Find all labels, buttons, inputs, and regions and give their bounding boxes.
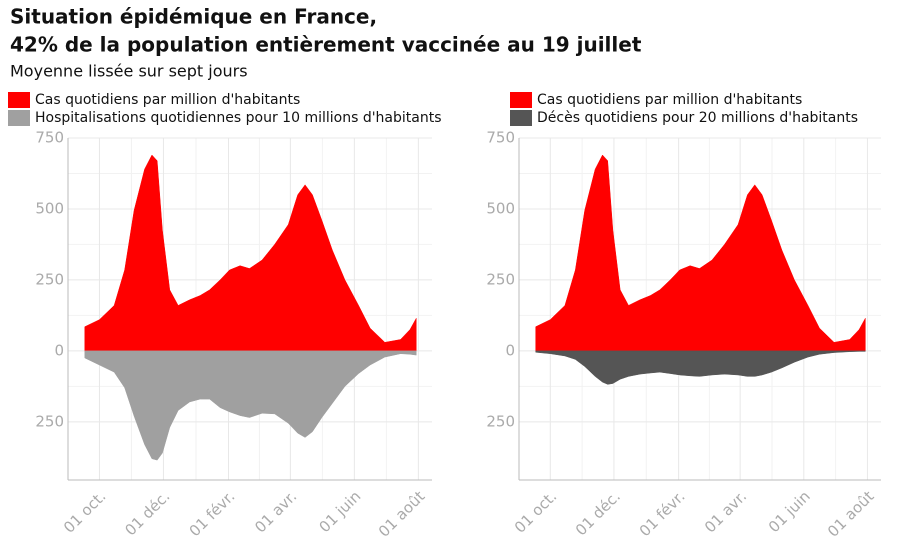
- area: [535, 154, 866, 352]
- y-tick-label: 500: [486, 199, 515, 217]
- title: 42% de la population entièrement vacciné…: [10, 33, 642, 57]
- legend-label: Décès quotidiens pour 20 millions d'habi…: [537, 110, 858, 126]
- x-tick-label: 01 avr.: [701, 487, 750, 536]
- legend-swatch: [510, 92, 532, 108]
- x-tick-label: 01 déc.: [121, 487, 173, 539]
- legend-label: Hospitalisations quotidiennes pour 10 mi…: [35, 110, 442, 126]
- y-tick-label: 250: [35, 412, 64, 430]
- subtitle: Moyenne lissée sur sept jours: [10, 62, 248, 81]
- x-tick-label: 01 juin: [315, 487, 364, 536]
- x-tick-label: 01 août: [824, 487, 878, 541]
- x-tick-label: 01 déc.: [572, 487, 624, 539]
- x-tick-label: 01 avr.: [251, 487, 300, 536]
- legend-swatch: [8, 110, 30, 126]
- y-tick-label: 500: [35, 199, 64, 217]
- y-tick-label: 250: [35, 270, 64, 288]
- y-tick-label: 750: [486, 129, 515, 147]
- area: [84, 350, 417, 461]
- x-tick-label: 01 août: [375, 487, 429, 541]
- title: Situation épidémique en France,: [10, 5, 377, 29]
- x-tick-label: 01 oct.: [511, 487, 560, 536]
- y-tick-label: 250: [486, 270, 515, 288]
- legend-label: Cas quotidiens par million d'habitants: [35, 92, 300, 108]
- legend-swatch: [510, 110, 532, 126]
- area: [535, 350, 866, 385]
- y-tick-label: 0: [505, 341, 515, 359]
- x-tick-label: 01 juin: [765, 487, 814, 536]
- x-tick-label: 01 févr.: [186, 487, 239, 540]
- y-tick-label: 0: [54, 341, 64, 359]
- legend-label: Cas quotidiens par million d'habitants: [537, 92, 802, 108]
- legend-swatch: [8, 92, 30, 108]
- x-tick-label: 01 févr.: [636, 487, 689, 540]
- y-tick-label: 750: [35, 129, 64, 147]
- x-tick-label: 01 oct.: [60, 487, 109, 536]
- area: [84, 154, 417, 352]
- y-tick-label: 250: [486, 412, 515, 430]
